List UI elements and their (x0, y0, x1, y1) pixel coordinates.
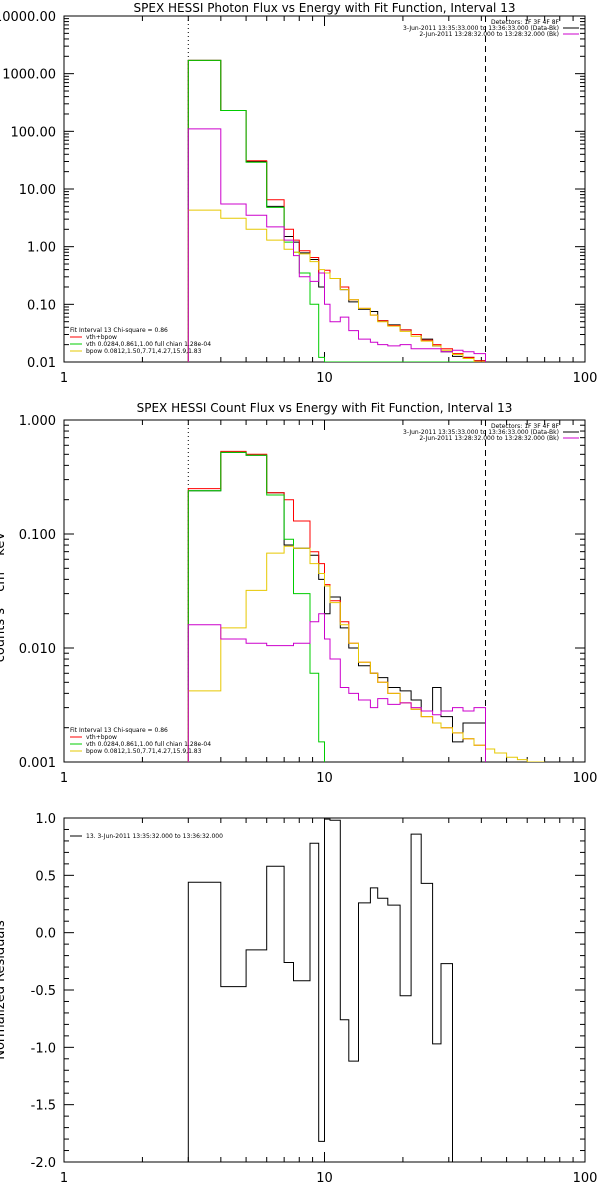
legend-left-label: Fit Interval 13 Chi-square = 0.86 (70, 727, 168, 734)
legend-right-label: Detectors: 1F 3F 4F 8F (491, 19, 560, 26)
y-tick-label: 0.10 (27, 298, 56, 313)
legend-left-label: bpow 0.0812,1.50,7.71,4.27,15.9,1.83 (86, 348, 202, 355)
chart-panel-1: SPEX HESSI Photon Flux vs Energy with Fi… (0, 1, 597, 386)
legend-left-label: Fit Interval 13 Chi-square = 0.86 (70, 327, 168, 334)
y-axis-label: Normalized Residuals (0, 920, 8, 1060)
series-bk (187, 613, 486, 762)
y-tick-label: -0.5 (31, 984, 56, 999)
y-tick-label: 1000.00 (2, 68, 56, 83)
y-tick-label: 0.0 (35, 927, 56, 942)
legend-right-label: Detectors: 1F 3F 4F 8F (491, 423, 560, 430)
y-tick-label: -2.0 (31, 1156, 56, 1171)
x-tick-label: 10 (316, 771, 333, 786)
series-bpow (187, 209, 486, 362)
legend-left-label: bpow 0.0812,1.50,7.71,4.27,15.9,1.83 (86, 748, 202, 755)
series-vth (187, 451, 325, 762)
x-tick-label: 100 (573, 371, 598, 386)
y-tick-label: 0.001 (19, 756, 56, 771)
legend-left-label: vth 0.0284,0.861,1.00 full chian 1.28e-0… (86, 341, 211, 348)
y-tick-label: 1.00 (27, 241, 56, 256)
y-tick-label: 1.0 (35, 812, 56, 827)
y-tick-label: 10.00 (19, 183, 56, 198)
legend-left-label: vth+bpow (86, 334, 117, 341)
y-tick-label: 0.100 (19, 528, 56, 543)
plot-frame (63, 15, 586, 363)
series-vth (187, 59, 486, 362)
y-tick-label: 0.010 (19, 642, 56, 657)
series-rhessi (187, 59, 486, 362)
y-tick-label: 100.00 (11, 125, 57, 140)
chart-panel-3: 1 10 100 -2.0 -1.5 -1.0 -0.5 0.0 0.5 1.0 Normalize… (0, 812, 597, 1186)
legend-right-label: 3-Jun-2011 13:35:33.000 to 13:36:33.000 … (403, 429, 559, 436)
legend-right-label: 3-Jun-2011 13:35:33.000 to 13:36:33.000 … (403, 25, 559, 32)
x-tick-label: 1 (60, 771, 68, 786)
legend-left-label: vth 0.0284,0.861,1.00 full chian 1.28e-0… (86, 741, 211, 748)
series-bpow (187, 545, 545, 762)
x-tick-label: 1 (60, 1171, 68, 1186)
y-tick-label: 1.000 (19, 414, 56, 429)
series-rhessi (187, 818, 453, 1162)
x-tick-label: 100 (573, 1171, 598, 1186)
plot-area (187, 818, 453, 1162)
y-tick-label: -1.0 (31, 1041, 56, 1056)
legend-left-label: 13. 3-Jun-2011 13:35:32.000 to 13:36:32.… (86, 833, 223, 840)
x-tick-label: 1 (60, 371, 68, 386)
y-tick-label: 0.01 (27, 356, 56, 371)
legend-right-label: 2-Jun-2011 13:28:32.000 to 13:28:32.000 … (419, 31, 559, 38)
chart-panel-2: SPEX HESSI Count Flux vs Energy with Fit… (0, 401, 597, 786)
chart-title: SPEX HESSI Photon Flux vs Energy with Fi… (134, 1, 516, 15)
x-tick-label: 10 (316, 371, 333, 386)
y-tick-label: 0.5 (35, 869, 56, 884)
y-axis-label: counts s⁻¹ cm⁻² keV⁻¹ (0, 520, 8, 663)
legend-right-label: 2-Jun-2011 13:28:32.000 to 13:28:32.000 … (419, 435, 559, 442)
x-tick-label: 100 (573, 771, 598, 786)
series-bk (187, 128, 486, 362)
chart-title: SPEX HESSI Count Flux vs Energy with Fit… (137, 401, 513, 415)
plot-area (187, 450, 545, 762)
y-tick-label: -1.5 (31, 1099, 56, 1114)
plot-area (187, 59, 486, 362)
y-tick-label: 10000.00 (0, 10, 56, 25)
series-rhessi (187, 451, 486, 762)
series-total (187, 59, 486, 362)
legend-left-label: vth+bpow (86, 734, 117, 741)
x-tick-label: 10 (316, 1171, 333, 1186)
